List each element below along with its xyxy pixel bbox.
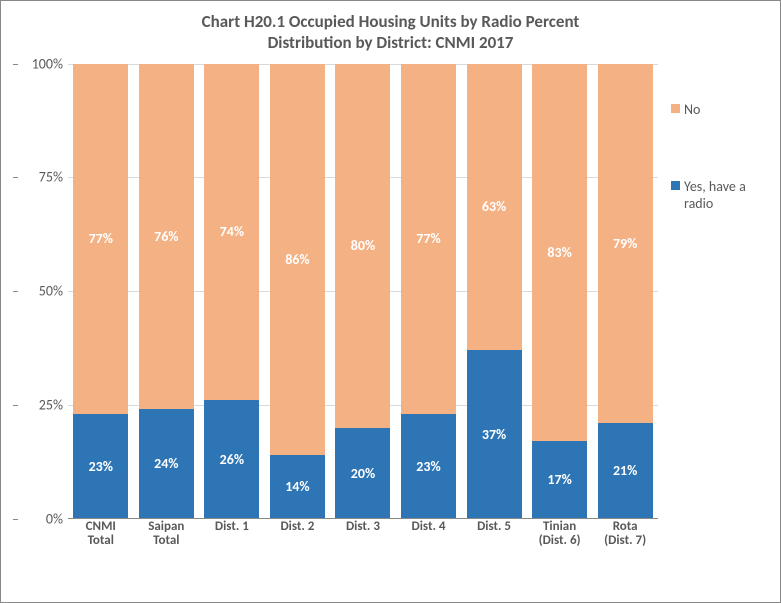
bar-column: 74%26% xyxy=(204,64,259,519)
y-tick-mark xyxy=(13,291,18,292)
y-tick-label: 100% xyxy=(18,55,63,72)
bar-segment-no: 83% xyxy=(532,64,587,442)
chart-container: Chart H20.1 Occupied Housing Units by Ra… xyxy=(0,0,781,603)
bar-column: 83%17% xyxy=(532,64,587,519)
legend-item-yes: Yes, have a radio xyxy=(671,178,766,212)
bar-column: 76%24% xyxy=(139,64,194,519)
bar-segment-no: 86% xyxy=(270,64,325,455)
legend: No Yes, have a radio xyxy=(671,101,766,272)
y-tick-mark xyxy=(13,177,18,178)
y-axis: 0%25%50%75%100% xyxy=(18,64,63,554)
bar-segment-yes: 14% xyxy=(270,455,325,519)
y-tick-label: 0% xyxy=(18,510,63,527)
x-axis-label: Tinian(Dist. 6) xyxy=(530,520,590,554)
x-axis-label: SaipanTotal xyxy=(136,520,196,554)
bar-segment-yes: 23% xyxy=(401,414,456,519)
bar-segment-no: 76% xyxy=(139,64,194,410)
bar-column: 79%21% xyxy=(598,64,653,519)
y-tick-mark xyxy=(13,64,18,65)
bar-segment-yes: 24% xyxy=(139,409,194,518)
bar-segment-yes: 37% xyxy=(467,350,522,518)
title-line-1: Chart H20.1 Occupied Housing Units by Ra… xyxy=(202,11,580,32)
y-tick-mark xyxy=(13,405,18,406)
legend-swatch-no xyxy=(671,104,680,113)
bar-column: 77%23% xyxy=(73,64,128,519)
bar-column: 86%14% xyxy=(270,64,325,519)
x-axis-labels: CNMITotalSaipanTotalDist. 1Dist. 2Dist. … xyxy=(68,520,658,554)
bar-segment-no: 79% xyxy=(598,64,653,423)
y-tick-label: 25% xyxy=(18,396,63,413)
x-axis-label: CNMITotal xyxy=(71,520,131,554)
y-tick-mark xyxy=(13,519,18,520)
x-axis-label: Dist. 2 xyxy=(267,520,327,554)
legend-label-yes: Yes, have a radio xyxy=(684,178,766,212)
bar-segment-no: 77% xyxy=(73,64,128,414)
x-axis-label: Dist. 4 xyxy=(399,520,459,554)
chart-title: Chart H20.1 Occupied Housing Units by Ra… xyxy=(13,11,768,54)
bar-segment-no: 80% xyxy=(335,64,390,428)
bar-segment-yes: 23% xyxy=(73,414,128,519)
x-axis-label: Rota(Dist. 7) xyxy=(595,520,655,554)
plot-area: 0%25%50%75%100% 77%23%76%24%74%26%86%14%… xyxy=(68,64,658,554)
bar-segment-no: 77% xyxy=(401,64,456,414)
x-axis-label: Dist. 5 xyxy=(464,520,524,554)
title-line-2: Distribution by District: CNMI 2017 xyxy=(268,32,514,53)
y-tick-label: 50% xyxy=(18,283,63,300)
bar-column: 63%37% xyxy=(467,64,522,519)
bar-segment-yes: 21% xyxy=(598,423,653,519)
bar-segment-yes: 20% xyxy=(335,428,390,519)
bar-column: 80%20% xyxy=(335,64,390,519)
bar-segment-no: 63% xyxy=(467,64,522,351)
x-axis-label: Dist. 3 xyxy=(333,520,393,554)
bars-area: 77%23%76%24%74%26%86%14%80%20%77%23%63%3… xyxy=(68,64,658,519)
bar-segment-no: 74% xyxy=(204,64,259,401)
y-tick-label: 75% xyxy=(18,169,63,186)
bar-column: 77%23% xyxy=(401,64,456,519)
legend-item-no: No xyxy=(671,101,766,118)
bar-segment-yes: 17% xyxy=(532,441,587,518)
x-axis-label: Dist. 1 xyxy=(202,520,262,554)
legend-label-no: No xyxy=(684,101,700,118)
legend-swatch-yes xyxy=(671,181,680,190)
bar-segment-yes: 26% xyxy=(204,400,259,518)
